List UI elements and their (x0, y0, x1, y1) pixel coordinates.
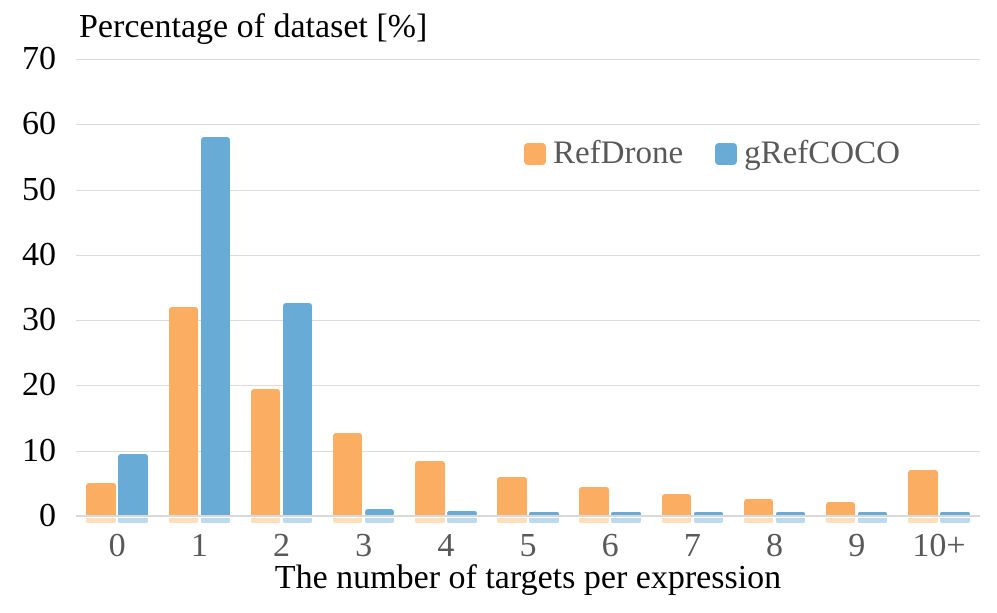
bar-grefcoco-5 (529, 512, 559, 516)
y-tick-label: 20 (22, 366, 56, 404)
y-tick-label: 30 (22, 301, 56, 339)
bar-reflection-refdrone-1 (168, 518, 199, 523)
x-tick-label-1: 1 (190, 527, 208, 564)
legend-swatch-grefcoco (715, 142, 738, 165)
bar-reflection-refdrone-9 (825, 518, 856, 523)
bar-reflection-refdrone-10+ (908, 518, 938, 523)
bar-grefcoco-8 (775, 512, 806, 516)
bar-grefcoco-4 (447, 511, 477, 516)
x-tick-label-9: 9 (848, 527, 866, 564)
bar-reflection-refdrone-4 (415, 518, 445, 523)
bar-reflection-refdrone-3 (332, 518, 363, 523)
legend-label: RefDrone (553, 135, 684, 171)
bar-grefcoco-7 (693, 512, 724, 516)
y-tick-label: 60 (22, 105, 56, 143)
x-tick-label-6: 6 (601, 527, 619, 564)
bar-reflection-grefcoco-8 (775, 518, 806, 523)
x-tick-label-4: 4 (437, 527, 455, 564)
bar-grefcoco-10+ (940, 512, 970, 516)
y-tick-label: 10 (22, 431, 56, 469)
bar-refdrone-0 (86, 483, 116, 516)
bar-reflection-grefcoco-9 (857, 518, 888, 523)
plot-area (76, 59, 980, 523)
x-tick-label-7: 7 (683, 527, 701, 564)
bar-reflection-refdrone-0 (86, 518, 116, 523)
gridline-10 (76, 450, 980, 452)
legend-item-grefcoco: gRefCOCO (715, 137, 900, 170)
x-tick-label-0: 0 (108, 527, 126, 564)
legend-swatch-refdrone (524, 142, 546, 165)
gridline-50 (76, 189, 980, 191)
bar-refdrone-7 (661, 494, 692, 516)
x-axis: 0 1 2 3 4 5 6 7 8 9 10+ (76, 528, 980, 564)
bar-reflection-refdrone-8 (743, 518, 774, 523)
x-tick-label-5: 5 (519, 527, 537, 564)
bar-reflection-grefcoco-10+ (940, 518, 970, 523)
bar-reflection-refdrone-5 (497, 518, 527, 523)
chart-title: Percentage of dataset [%] (79, 8, 428, 45)
x-axis-zero-line (76, 515, 980, 517)
gridline-40 (76, 254, 980, 256)
bar-refdrone-4 (415, 461, 445, 516)
bar-refdrone-2 (250, 389, 281, 516)
legend-label: gRefCOCO (744, 135, 900, 171)
gridline-30 (76, 320, 980, 322)
bar-reflection-refdrone-2 (250, 518, 281, 523)
bar-reflection-refdrone-7 (661, 518, 692, 523)
y-tick-label: 40 (22, 235, 56, 273)
bar-reflection-grefcoco-1 (200, 518, 231, 523)
bar-grefcoco-6 (611, 512, 641, 516)
y-tick-label: 0 (39, 497, 56, 534)
legend: RefDrone gRefCOCO (524, 137, 900, 170)
y-tick-label: 70 (22, 40, 56, 77)
x-axis-title: The number of targets per expression (274, 559, 782, 596)
legend-item-refdrone: RefDrone (524, 137, 683, 170)
bar-reflection-grefcoco-7 (693, 518, 724, 523)
bar-refdrone-5 (497, 476, 527, 516)
bar-refdrone-8 (743, 499, 774, 516)
bar-reflection-grefcoco-4 (447, 518, 477, 523)
y-tick-label: 50 (22, 170, 56, 208)
x-tick-label-10+: 10+ (912, 527, 966, 564)
bar-refdrone-6 (579, 486, 609, 516)
bar-grefcoco-0 (118, 453, 148, 516)
bar-reflection-grefcoco-6 (611, 518, 641, 523)
bar-reflection-grefcoco-2 (282, 518, 313, 523)
bar-refdrone-1 (168, 307, 199, 516)
bar-refdrone-9 (825, 501, 856, 516)
x-tick-label-8: 8 (766, 527, 784, 564)
bar-reflection-refdrone-6 (579, 518, 609, 523)
bar-grefcoco-1 (200, 137, 231, 516)
bar-reflection-grefcoco-3 (364, 518, 395, 523)
bar-grefcoco-2 (282, 302, 313, 516)
gridline-20 (76, 385, 980, 387)
gridline-60 (76, 124, 980, 126)
bar-reflection-grefcoco-5 (529, 518, 559, 523)
x-tick-label-2: 2 (272, 527, 290, 564)
bar-refdrone-3 (332, 433, 363, 516)
x-tick-label-3: 3 (355, 527, 373, 564)
bar-reflection-grefcoco-0 (118, 518, 148, 523)
gridline-70 (76, 59, 980, 60)
bar-grefcoco-9 (857, 512, 888, 516)
bar-refdrone-10+ (908, 470, 938, 516)
bar-grefcoco-3 (364, 509, 395, 516)
